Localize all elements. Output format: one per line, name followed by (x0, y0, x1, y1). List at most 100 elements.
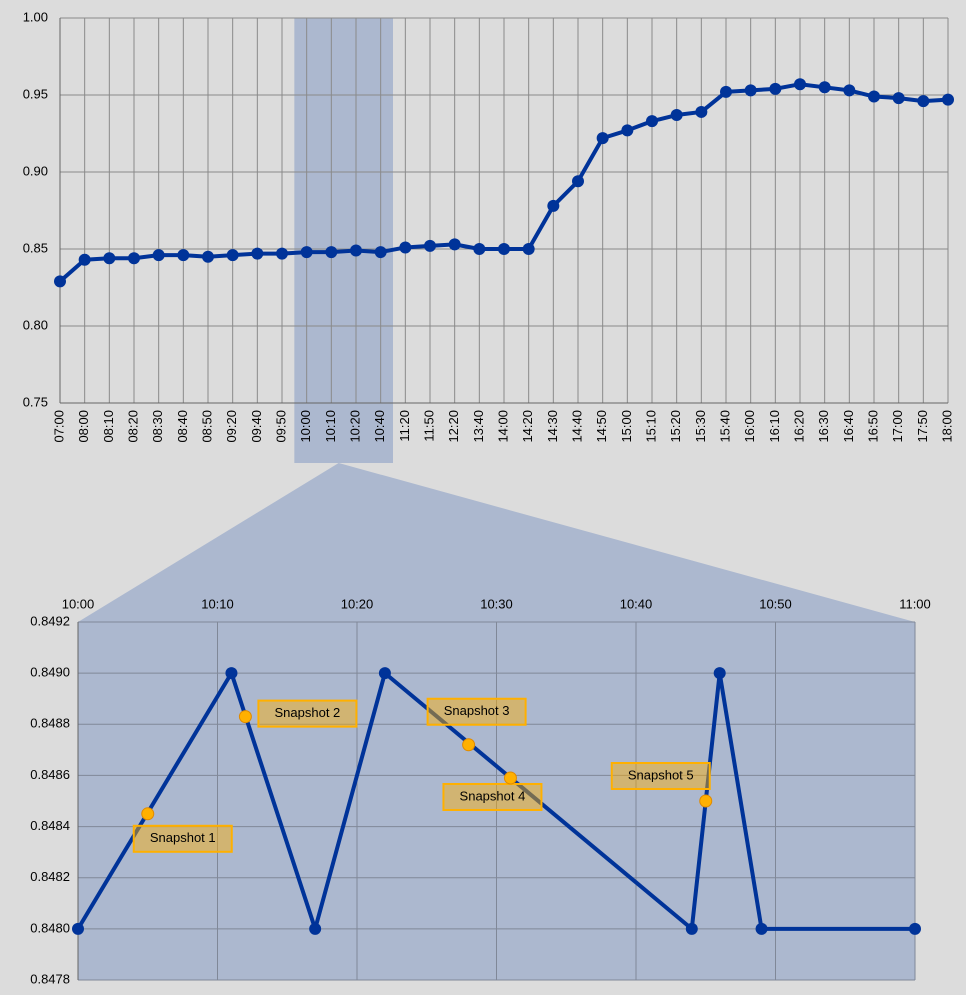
x-tick-label: 15:10 (643, 410, 658, 443)
x-tick-label: 14:50 (594, 410, 609, 443)
x-tick-label: 11:00 (899, 596, 931, 611)
point (378, 667, 391, 680)
point (942, 93, 954, 106)
annotation-box (610, 762, 711, 790)
point (713, 667, 726, 680)
point (251, 247, 264, 260)
x-tick-label: 10:20 (341, 596, 374, 611)
y-tick-label: 0.8486 (30, 767, 70, 782)
point (917, 95, 930, 108)
y-tick-label: 0.85 (23, 240, 48, 255)
point (424, 239, 436, 252)
x-tick-label: 15:00 (619, 410, 634, 443)
y-tick-label: 0.80 (23, 317, 48, 332)
snapshot-point (238, 710, 252, 724)
x-tick-label: 08:40 (175, 410, 190, 443)
point (152, 249, 165, 262)
y-tick-label: 0.8478 (30, 971, 70, 986)
point (177, 249, 190, 262)
y-tick-label: 0.8488 (30, 716, 70, 731)
x-tick-label: 14:00 (495, 410, 510, 443)
x-tick-label: 10:10 (201, 596, 234, 611)
x-tick-label: 07:00 (51, 410, 66, 443)
point (695, 105, 708, 118)
y-tick-label: 0.8482 (30, 869, 70, 884)
point (909, 922, 921, 935)
point (769, 82, 782, 95)
x-tick-label: 17:50 (915, 410, 930, 443)
x-tick-label: 08:10 (101, 410, 116, 443)
x-tick-label: 16:40 (841, 410, 856, 443)
x-tick-label: 13:40 (471, 410, 486, 443)
point (226, 249, 239, 262)
annotation-box (257, 699, 358, 728)
point (72, 922, 84, 935)
point (892, 92, 905, 105)
point (685, 922, 698, 935)
x-tick-label: 11:20 (397, 410, 412, 442)
y-tick-label: 1.00 (23, 9, 48, 24)
y-tick-label: 0.8480 (30, 920, 70, 935)
x-tick-label: 18:00 (939, 410, 954, 443)
x-tick-label: 09:50 (273, 410, 288, 443)
x-tick-label: 10:40 (372, 410, 387, 443)
y-tick-label: 0.8484 (30, 818, 70, 833)
x-tick-label: 09:40 (249, 410, 264, 443)
point (843, 84, 856, 97)
point (309, 922, 322, 935)
highlight-band (294, 18, 393, 463)
x-tick-label: 08:30 (150, 410, 165, 443)
x-tick-label: 16:50 (865, 410, 880, 443)
x-tick-label: 14:30 (545, 410, 560, 443)
snapshot-point (141, 807, 155, 821)
x-tick-label: 08:00 (76, 410, 91, 443)
annotation-label: Snapshot 2 (275, 705, 341, 720)
point (448, 238, 461, 251)
x-tick-label: 10:40 (620, 596, 653, 611)
x-tick-label: 08:20 (125, 410, 140, 443)
x-tick-label: 15:30 (693, 410, 708, 443)
x-tick-label: 10:10 (323, 410, 338, 443)
point (128, 252, 140, 265)
x-tick-label: 16:20 (791, 410, 806, 443)
point (596, 132, 609, 145)
snapshot-point (462, 738, 476, 752)
x-tick-label: 14:20 (520, 410, 535, 443)
point (399, 241, 412, 254)
point (572, 175, 584, 188)
point (202, 250, 214, 263)
point (646, 115, 658, 128)
point (755, 922, 768, 935)
x-tick-label: 10:20 (347, 410, 362, 443)
point (300, 246, 313, 259)
y-tick-label: 0.8490 (30, 665, 70, 680)
x-tick-label: 16:30 (816, 410, 831, 443)
point (498, 243, 510, 255)
zoom-funnel (78, 463, 915, 622)
x-tick-label: 15:20 (668, 410, 683, 443)
annotation-label: Snapshot 4 (460, 788, 526, 803)
point (374, 246, 387, 259)
annotation-box (442, 782, 543, 811)
point (621, 124, 634, 137)
x-tick-label: 16:00 (742, 410, 757, 443)
annotation-label: Snapshot 1 (150, 830, 216, 845)
x-tick-label: 11:50 (421, 410, 436, 442)
y-tick-label: 0.75 (23, 394, 48, 409)
point (103, 252, 116, 265)
annotation-label: Snapshot 3 (444, 703, 510, 718)
snapshot-point (503, 771, 517, 785)
x-tick-label: 15:40 (717, 410, 732, 443)
point (670, 109, 683, 122)
point (473, 243, 486, 255)
point (325, 246, 338, 259)
point (868, 90, 880, 103)
y-tick-label: 0.90 (23, 163, 48, 178)
x-tick-label: 08:50 (199, 410, 214, 443)
x-tick-label: 12:20 (446, 410, 461, 443)
x-tick-label: 10:30 (480, 596, 513, 611)
x-tick-label: 10:00 (62, 596, 95, 611)
point (78, 253, 91, 266)
point (350, 244, 362, 257)
